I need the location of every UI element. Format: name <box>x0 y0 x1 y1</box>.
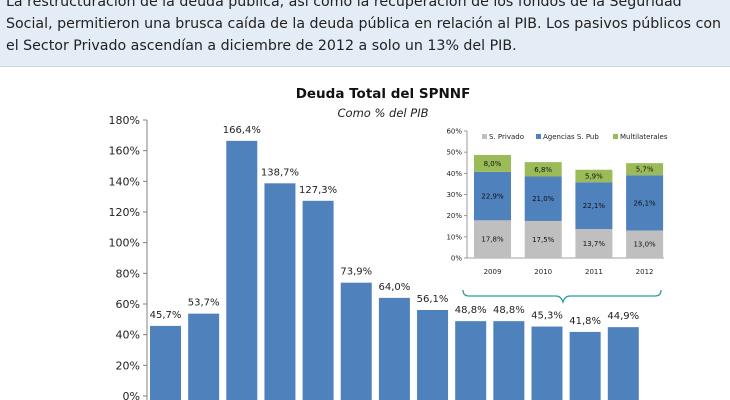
main-chart-title: Deuda Total del SPNNF <box>296 86 471 102</box>
inset-y-tick-label: 30% <box>446 191 462 199</box>
inset-segment-label: 5,9% <box>585 172 603 180</box>
inset-legend-label: Agencias S. Pub <box>543 133 599 141</box>
inset-segment-label: 5,7% <box>636 166 654 174</box>
inset-segment-label: 13,0% <box>633 241 656 249</box>
y-tick-label: 140% <box>109 175 140 188</box>
inset-segment-label: 6,8% <box>534 166 552 174</box>
bar-value-label: 53,7% <box>188 298 220 309</box>
inset-y-tick-label: 0% <box>451 255 462 263</box>
bar <box>264 183 296 400</box>
bracket <box>462 289 662 305</box>
main-chart-subtitle: Como % del PIB <box>338 106 429 120</box>
intro-text: La restructuración de la deuda pública, … <box>6 0 722 54</box>
y-tick-label: 40% <box>116 329 140 342</box>
bar-value-label: 41,8% <box>569 316 601 327</box>
y-tick-label: 120% <box>109 206 140 219</box>
bar <box>455 321 487 400</box>
inset-bar-segment <box>524 220 562 258</box>
bar-value-label: 73,9% <box>340 267 372 278</box>
bar-value-label: 45,7% <box>150 310 182 321</box>
inset-bar-segment <box>575 229 613 258</box>
bar-value-label: 138,7% <box>261 167 299 178</box>
y-tick-label: 160% <box>109 145 140 158</box>
bar-value-label: 48,8% <box>455 305 487 316</box>
inset-legend-label: S. Privado <box>489 133 524 141</box>
bar-value-label: 64,0% <box>379 282 411 293</box>
inset-legend-swatch <box>536 134 541 139</box>
inset-segment-label: 17,5% <box>532 236 555 244</box>
inset-legend-label: Multilaterales <box>620 133 668 141</box>
inset-y-tick-label: 20% <box>446 212 462 220</box>
inset-segment-label: 13,7% <box>583 240 606 248</box>
inset-bar-segment <box>626 175 664 231</box>
inset-segment-label: 17,8% <box>481 236 504 244</box>
inset-plot: 0% 10% 20% 30% 40% 50% 60% 17,8% 22,9% 8,0% 2009 17… <box>446 128 667 277</box>
y-tick-label: 20% <box>116 359 140 372</box>
y-tick-label: 100% <box>109 237 140 250</box>
inset-bar-segment <box>474 154 511 172</box>
bar-value-label: 166,4% <box>223 125 261 136</box>
inset-y-tick-label: 60% <box>446 128 462 136</box>
inset-legend-swatch <box>482 134 487 139</box>
inset-bar-segment <box>626 163 664 176</box>
inset-legend-swatch <box>613 134 618 139</box>
inset-x-tick-label: 2011 <box>585 268 603 276</box>
intro-panel: La restructuración de la deuda pública, … <box>0 0 730 67</box>
bar <box>188 313 220 400</box>
inset-bar-segment <box>474 220 511 258</box>
main-plot: 0% 20% 40% 60% 80% 100% 120% 140% 160% 180% 45,7% 5… <box>109 114 639 400</box>
inset-segment-label: 21,0% <box>532 195 555 203</box>
bar <box>531 326 563 400</box>
inset-x-tick-label: 2010 <box>534 268 552 276</box>
bar <box>493 321 525 400</box>
bar <box>417 309 449 400</box>
bar <box>150 325 181 400</box>
bar-value-label: 48,8% <box>493 305 525 316</box>
bar <box>607 327 639 400</box>
bar-value-label: 56,1% <box>417 294 449 305</box>
inset-y-tick-label: 10% <box>446 233 462 241</box>
y-tick-label: 80% <box>116 267 140 280</box>
bar-value-label: 44,9% <box>607 311 639 322</box>
bar-value-label: 127,3% <box>299 185 337 196</box>
inset-segment-label: 22,9% <box>481 193 504 201</box>
y-tick-label: 60% <box>116 298 140 311</box>
bar <box>302 200 334 400</box>
y-tick-label: 180% <box>109 114 140 127</box>
inset-segment-label: 22,1% <box>583 202 606 210</box>
bar <box>378 297 410 400</box>
bar <box>569 331 601 400</box>
bar-value-label: 45,3% <box>531 311 563 322</box>
inset-y-tick-label: 50% <box>446 149 462 157</box>
inset-bar-segment <box>575 169 613 183</box>
inset-bar-segment <box>575 182 613 230</box>
inset-segment-label: 8,0% <box>484 160 502 168</box>
inset-bar-segment <box>524 162 562 177</box>
y-tick-label: 0% <box>123 390 140 400</box>
inset-y-tick-label: 40% <box>446 170 462 178</box>
inset-bar-segment <box>524 176 562 221</box>
inset-x-tick-label: 2009 <box>484 268 502 276</box>
bar <box>340 282 372 400</box>
inset-x-tick-label: 2012 <box>636 268 654 276</box>
bar <box>226 140 258 400</box>
inset-bar-segment <box>474 171 511 221</box>
inset-segment-label: 26,1% <box>633 199 656 207</box>
inset-bar-segment <box>626 230 664 258</box>
